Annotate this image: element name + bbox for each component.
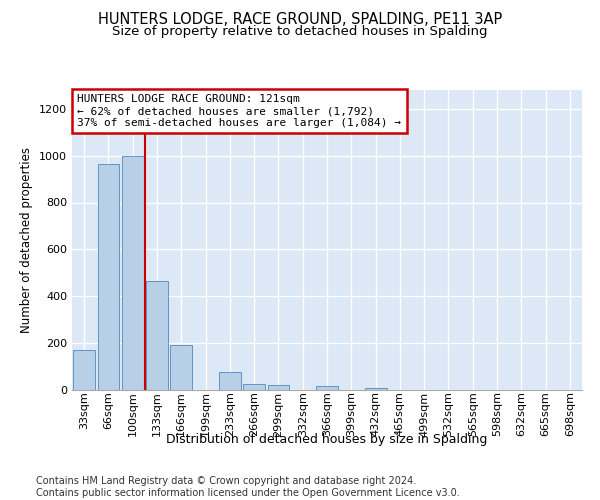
Bar (97, 164, 119, 390)
Text: Size of property relative to detached houses in Spalding: Size of property relative to detached ho… (112, 25, 488, 38)
Bar (219, 372, 241, 390)
Bar (146, 281, 168, 390)
Bar (170, 346, 192, 390)
Bar (73, 350, 95, 390)
Text: Contains HM Land Registry data © Crown copyright and database right 2024.
Contai: Contains HM Land Registry data © Crown c… (36, 476, 460, 498)
Y-axis label: Number of detached properties: Number of detached properties (20, 147, 34, 333)
Text: HUNTERS LODGE RACE GROUND: 121sqm
← 62% of detached houses are smaller (1,792)
3: HUNTERS LODGE RACE GROUND: 121sqm ← 62% … (77, 94, 401, 128)
Bar (316, 386, 338, 390)
Bar (243, 384, 265, 390)
Bar (268, 386, 289, 390)
Bar (122, 156, 143, 390)
Text: Distribution of detached houses by size in Spalding: Distribution of detached houses by size … (166, 432, 488, 446)
Text: HUNTERS LODGE, RACE GROUND, SPALDING, PE11 3AP: HUNTERS LODGE, RACE GROUND, SPALDING, PE… (98, 12, 502, 28)
Bar (365, 388, 386, 390)
